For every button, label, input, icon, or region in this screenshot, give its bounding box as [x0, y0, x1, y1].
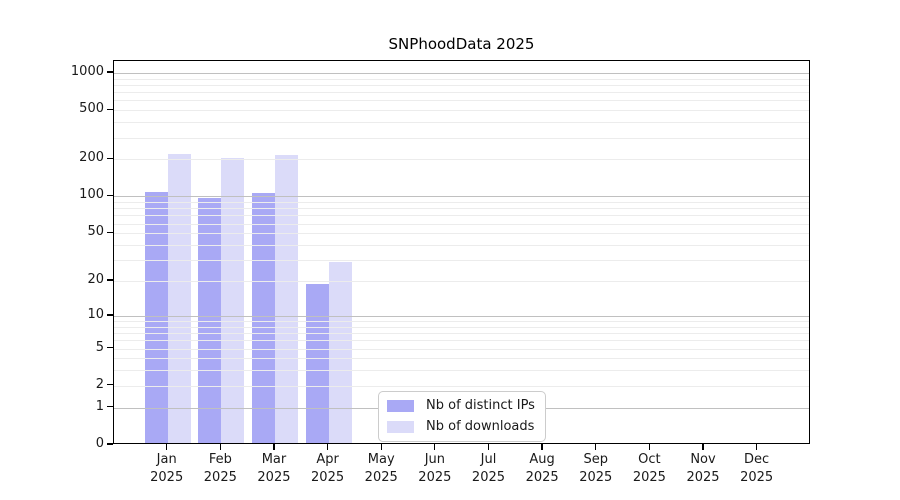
gridline-minor: [114, 110, 809, 112]
bar-nb-of-downloads-feb: [221, 157, 245, 443]
gridline-minor: [114, 358, 809, 360]
gridline-minor: [114, 385, 809, 387]
gridline-minor: [114, 340, 809, 342]
y-tick-mark: [107, 314, 113, 316]
y-tick-label: 2: [95, 376, 104, 392]
gridline-minor: [114, 223, 809, 225]
bar-nb-of-distinct-ips-apr: [305, 284, 329, 443]
x-tick-mark: [648, 444, 651, 450]
bar-nb-of-downloads-mar: [274, 155, 298, 443]
gridline-minor: [114, 233, 809, 235]
gridline-minor: [114, 370, 809, 372]
x-tick-mark: [219, 444, 221, 450]
y-tick-label: 500: [79, 101, 104, 117]
gridline-minor: [114, 202, 809, 204]
legend-label-distinct-ips: Nb of distinct IPs: [426, 398, 535, 413]
x-tick-mark: [380, 444, 382, 450]
x-tick-label: May 2025: [364, 452, 398, 485]
gridline-minor: [114, 122, 809, 124]
bar-nb-of-downloads-apr: [328, 261, 352, 443]
x-tick-label: Jul 2025: [471, 452, 506, 485]
bar-nb-of-distinct-ips-jan: [144, 191, 168, 443]
x-tick-label: Aug 2025: [525, 452, 559, 485]
x-tick-label: Dec 2025: [740, 452, 774, 485]
y-tick-mark: [107, 279, 113, 281]
y-tick-label: 10: [87, 306, 104, 322]
bar-nb-of-downloads-jan: [167, 154, 191, 443]
y-tick-mark: [107, 443, 113, 445]
gridline-minor: [114, 92, 809, 94]
gridline-minor: [114, 348, 809, 350]
gridline-minor: [114, 78, 809, 80]
gridline-major: [114, 196, 809, 198]
x-tick-mark: [595, 444, 597, 450]
y-tick-label: 0: [95, 436, 104, 451]
gridline-minor: [114, 100, 809, 102]
gridline-minor: [114, 260, 809, 262]
legend-swatch-distinct-ips: [387, 399, 414, 412]
gridline-major: [114, 72, 809, 74]
gridline-minor: [114, 159, 809, 161]
gridline-minor: [114, 137, 809, 139]
x-tick-label: Jan 2025: [150, 452, 184, 485]
gridline-minor: [114, 245, 809, 246]
legend-item-downloads: Nb of downloads: [387, 418, 535, 435]
x-tick-mark: [755, 444, 758, 450]
y-tick-label: 1000: [70, 63, 104, 79]
y-tick-mark: [107, 384, 113, 386]
x-tick-label: Feb 2025: [203, 452, 237, 485]
x-tick-mark: [541, 444, 543, 450]
x-tick-label: Nov 2025: [686, 452, 720, 485]
legend-item-distinct-ips: Nb of distinct IPs: [387, 397, 535, 414]
gridline-minor: [114, 326, 809, 328]
plot-area: [113, 60, 810, 444]
y-tick-mark: [107, 108, 113, 110]
x-tick-label: Mar 2025: [257, 452, 291, 485]
x-tick-label: Oct 2025: [632, 452, 666, 485]
y-tick-mark: [107, 71, 113, 73]
bar-nb-of-distinct-ips-feb: [198, 198, 222, 443]
legend-label-downloads: Nb of downloads: [426, 419, 535, 434]
bar-nb-of-distinct-ips-mar: [251, 193, 275, 443]
legend-swatch-downloads: [387, 420, 414, 433]
y-tick-label: 20: [87, 272, 104, 288]
y-tick-mark: [107, 157, 113, 160]
x-tick-mark: [434, 444, 436, 450]
y-tick-label: 200: [79, 150, 104, 166]
y-tick-mark: [107, 346, 113, 349]
gridline-major: [114, 315, 809, 317]
y-tick-label: 100: [79, 187, 104, 203]
y-tick-label: 5: [95, 339, 104, 355]
x-tick-mark: [487, 444, 490, 450]
y-tick-label: 50: [87, 224, 104, 240]
x-tick-mark: [326, 444, 329, 450]
y-tick-mark: [107, 406, 113, 408]
x-tick-label: Jun 2025: [418, 452, 452, 485]
gridline-minor: [114, 321, 809, 322]
gridline-minor: [114, 84, 809, 86]
legend: Nb of distinct IPs Nb of downloads: [378, 391, 546, 442]
gridline-minor: [114, 333, 809, 335]
x-tick-mark: [273, 444, 275, 450]
gridline-minor: [114, 208, 809, 210]
y-tick-label: 1: [95, 398, 104, 414]
gridline-minor: [114, 215, 809, 217]
x-tick-label: Apr 2025: [311, 452, 345, 485]
x-tick-label: Sep 2025: [579, 452, 613, 485]
x-tick-mark: [702, 444, 704, 450]
y-tick-mark: [107, 231, 113, 233]
y-tick-mark: [107, 194, 113, 197]
x-tick-mark: [166, 444, 168, 450]
gridline-minor: [114, 281, 809, 283]
chart-title: SNPhoodData 2025: [388, 35, 535, 53]
